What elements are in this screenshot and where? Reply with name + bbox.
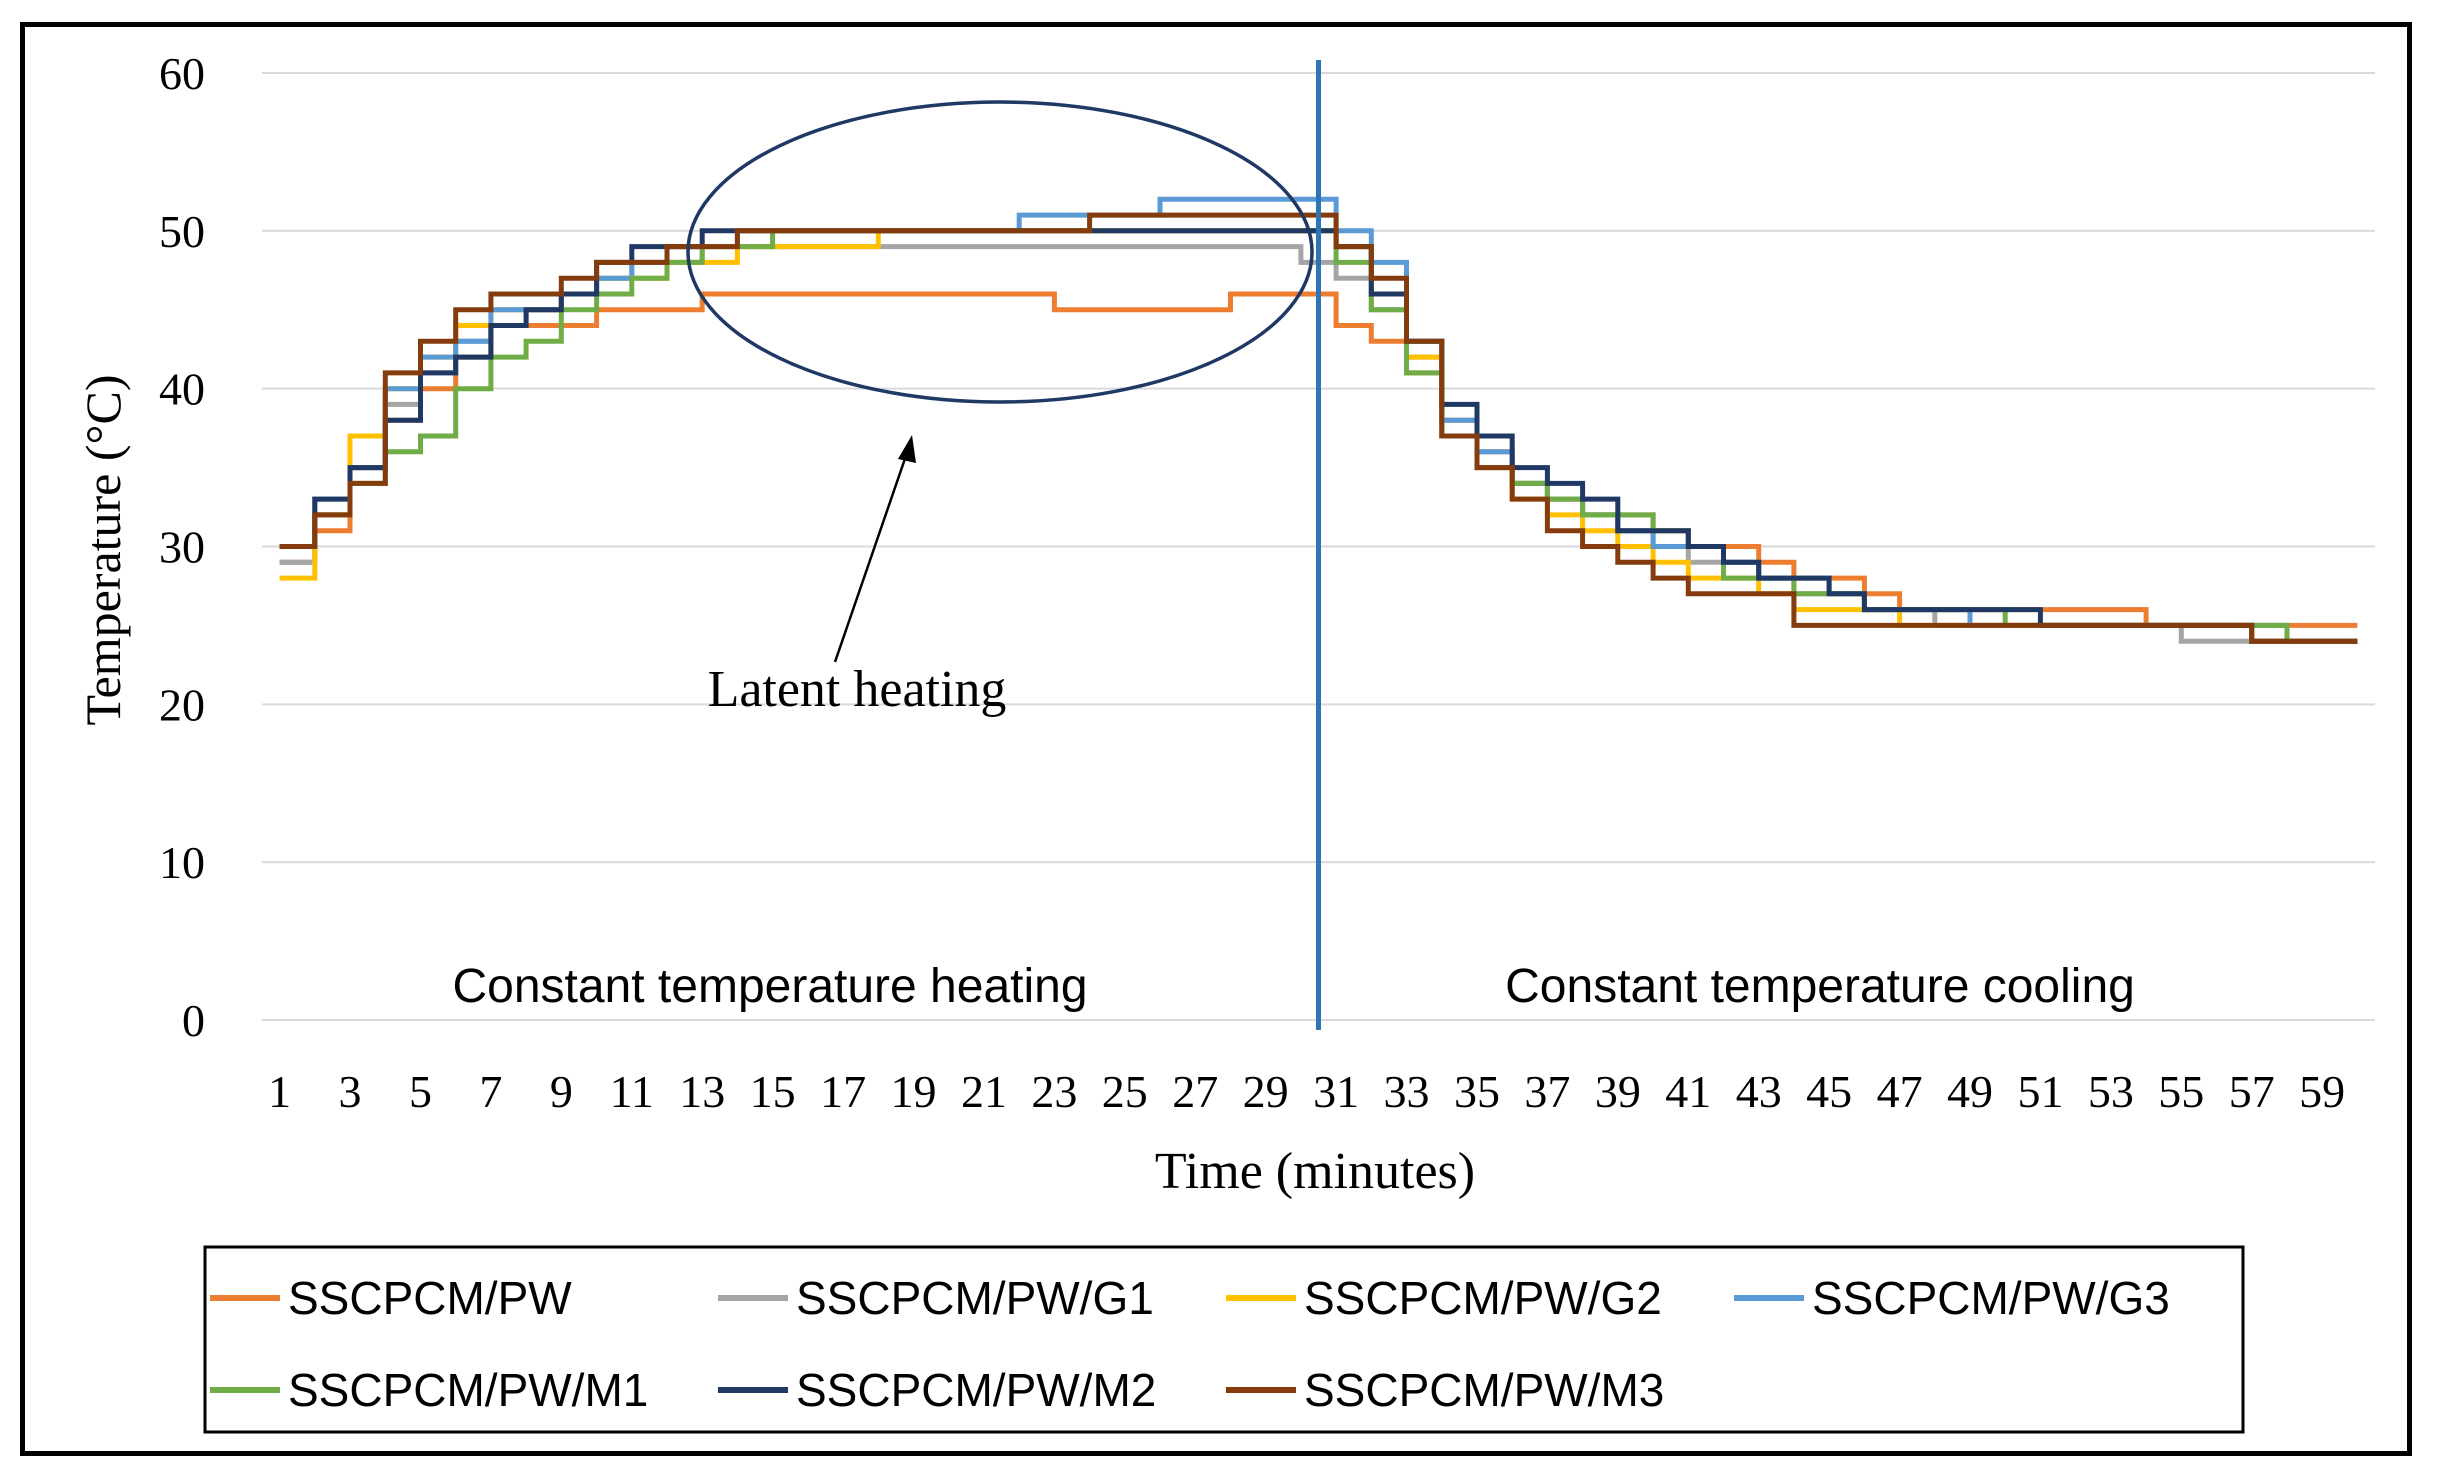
heating-phase-label: Constant temperature heating (452, 960, 1087, 1013)
y-tick-label: 10 (159, 837, 205, 888)
legend-label: SSCPCM/PW/M1 (288, 1364, 648, 1416)
latent-heating-arrowhead (898, 435, 916, 463)
legend-label: SSCPCM/PW/M2 (796, 1364, 1156, 1416)
y-tick-label: 20 (159, 679, 205, 730)
x-tick-label: 23 (1031, 1066, 1077, 1117)
x-tick-labels: 1 3 5 7 9 11 13 15 17 19 21 23 25 27 29 31 33 35 37 39 41 43 4… (268, 1066, 2345, 1117)
x-tick-label: 57 (2229, 1066, 2275, 1117)
y-tick-label: 30 (159, 522, 205, 573)
x-tick-label: 39 (1595, 1066, 1641, 1117)
x-tick-label: 59 (2299, 1066, 2345, 1117)
y-tick-labels: 0 10 20 30 40 50 60 (159, 48, 205, 1046)
cooling-phase-label: Constant temperature cooling (1505, 960, 2135, 1013)
x-tick-label: 13 (679, 1066, 725, 1117)
x-tick-label: 5 (409, 1066, 432, 1117)
legend-entries: SSCPCM/PW SSCPCM/PW/G1 SSCPCM/PW/G2 SSCPCM/… (210, 1272, 2170, 1416)
legend-label: SSCPCM/PW/G2 (1304, 1272, 1662, 1324)
x-tick-label: 33 (1384, 1066, 1430, 1117)
x-tick-label: 9 (550, 1066, 573, 1117)
y-tick-label: 60 (159, 48, 205, 99)
x-tick-label: 19 (891, 1066, 937, 1117)
x-axis-title: Time (minutes) (1155, 1143, 1475, 1200)
x-tick-label: 25 (1102, 1066, 1148, 1117)
y-tick-label: 50 (159, 206, 205, 257)
x-tick-label: 45 (1806, 1066, 1852, 1117)
y-tick-label: 0 (182, 995, 205, 1046)
y-axis-title: Temperature (°C) (75, 374, 131, 725)
chart-frame (20, 22, 2412, 1456)
x-tick-label: 7 (479, 1066, 502, 1117)
x-tick-label: 53 (2088, 1066, 2134, 1117)
latent-heating-ellipse (686, 100, 1314, 404)
x-tick-label: 29 (1243, 1066, 1289, 1117)
latent-heating-label: Latent heating (708, 661, 1007, 718)
x-tick-label: 41 (1665, 1066, 1711, 1117)
x-tick-label: 37 (1524, 1066, 1570, 1117)
x-tick-label: 11 (610, 1066, 654, 1117)
legend-label: SSCPCM/PW/G3 (1812, 1272, 2170, 1324)
legend-label: SSCPCM/PW (288, 1272, 572, 1324)
x-tick-label: 27 (1172, 1066, 1218, 1117)
latent-heating-arrow (833, 446, 911, 663)
x-tick-label: 21 (961, 1066, 1007, 1117)
x-tick-label: 43 (1736, 1066, 1782, 1117)
x-tick-label: 49 (1947, 1066, 1993, 1117)
x-tick-label: 35 (1454, 1066, 1500, 1117)
x-tick-label: 51 (2017, 1066, 2063, 1117)
x-tick-label: 3 (339, 1066, 362, 1117)
x-tick-label: 55 (2158, 1066, 2204, 1117)
x-tick-label: 47 (1877, 1066, 1923, 1117)
series-line-7 (279, 212, 2358, 644)
legend-label: SSCPCM/PW/M3 (1304, 1364, 1664, 1416)
x-tick-label: 31 (1313, 1066, 1359, 1117)
x-tick-label: 17 (820, 1066, 866, 1117)
x-tick-label: 1 (268, 1066, 291, 1117)
x-tick-label: 15 (750, 1066, 796, 1117)
legend (203, 1245, 2245, 1434)
y-tick-label: 40 (159, 364, 205, 415)
series-lines (279, 196, 2358, 644)
legend-label: SSCPCM/PW/G1 (796, 1272, 1154, 1324)
